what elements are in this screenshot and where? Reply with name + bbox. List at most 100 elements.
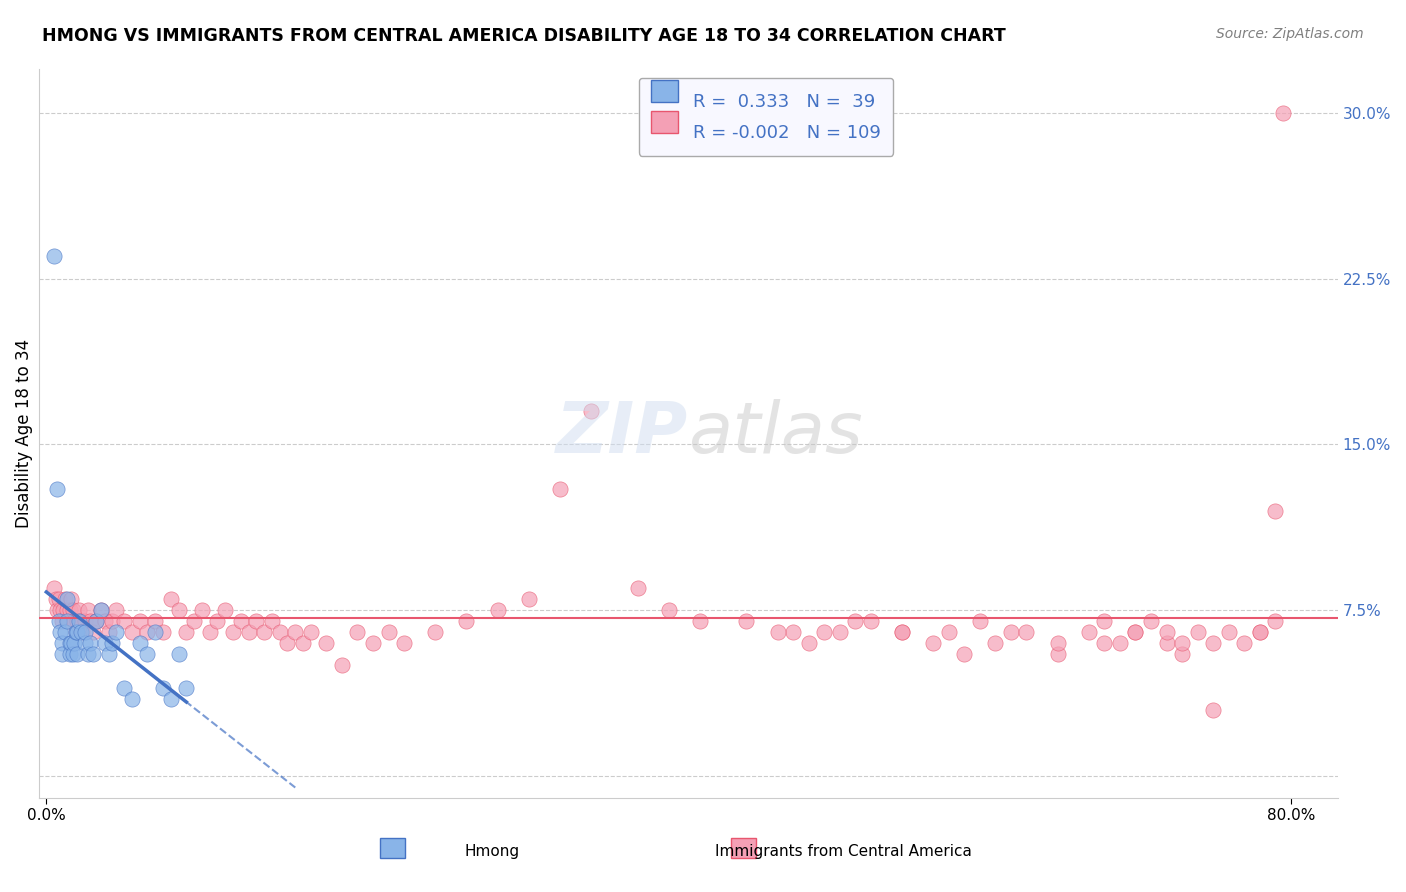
Point (75, 614, 97, 628)
Text: HMONG VS IMMIGRANTS FROM CENTRAL AMERICA DISABILITY AGE 18 TO 34 CORRELATION CHA: HMONG VS IMMIGRANTS FROM CENTRAL AMERICA… (42, 27, 1005, 45)
Point (66, 648, 89, 662)
Point (49, 625, 72, 640)
Point (51, 636, 73, 650)
Point (969, 614, 991, 628)
Point (579, 404, 602, 418)
Point (276, 636, 298, 650)
Point (82, 625, 104, 640)
Point (626, 581, 648, 595)
Point (1272, 105, 1295, 120)
Point (46, 482, 69, 496)
Point (69, 625, 91, 640)
Point (198, 625, 221, 640)
Point (1171, 636, 1194, 650)
Point (315, 636, 337, 650)
Point (207, 614, 229, 628)
Point (766, 625, 789, 640)
Point (84, 614, 107, 628)
Point (330, 658, 353, 673)
Point (42, 581, 65, 595)
Point (59, 636, 82, 650)
Point (292, 636, 315, 650)
Point (1092, 636, 1115, 650)
FancyBboxPatch shape (731, 838, 756, 858)
Point (63, 636, 86, 650)
Point (136, 625, 159, 640)
Point (112, 614, 135, 628)
Point (84, 614, 107, 628)
Point (361, 636, 384, 650)
Point (658, 603, 681, 617)
Point (191, 603, 214, 617)
Point (1202, 703, 1225, 717)
Point (46, 603, 69, 617)
Point (1156, 636, 1178, 650)
Point (100, 636, 122, 650)
Point (1015, 625, 1038, 640)
Point (346, 625, 368, 640)
Y-axis label: Disability Age 18 to 34: Disability Age 18 to 34 (15, 339, 32, 528)
Text: atlas: atlas (688, 399, 863, 467)
Point (284, 625, 307, 640)
Point (55, 592, 77, 607)
FancyBboxPatch shape (380, 838, 405, 858)
Point (65, 625, 87, 640)
Point (922, 636, 945, 650)
Point (65, 625, 87, 640)
Point (245, 614, 267, 628)
Point (67, 614, 90, 628)
Text: Hmong: Hmong (464, 845, 520, 859)
Point (90, 603, 112, 617)
Text: Source: ZipAtlas.com: Source: ZipAtlas.com (1216, 27, 1364, 41)
Point (51, 648, 73, 662)
Point (1000, 625, 1022, 640)
Point (66, 614, 89, 628)
Point (55, 603, 77, 617)
Point (67, 603, 90, 617)
Point (143, 625, 166, 640)
Point (51, 614, 73, 628)
Point (828, 625, 851, 640)
Point (938, 625, 960, 640)
Point (79, 636, 101, 650)
Point (548, 482, 571, 496)
Point (689, 614, 711, 628)
Point (859, 614, 882, 628)
Point (1233, 636, 1256, 650)
Text: Immigrants from Central America: Immigrants from Central America (716, 845, 972, 859)
Point (782, 625, 804, 640)
Point (377, 625, 399, 640)
Point (214, 603, 236, 617)
Point (1202, 636, 1225, 650)
Point (53, 625, 76, 640)
Point (97, 648, 120, 662)
Point (1171, 648, 1194, 662)
Point (105, 603, 128, 617)
Point (152, 625, 174, 640)
Point (48, 614, 70, 628)
Point (159, 592, 181, 607)
Point (159, 691, 181, 706)
Point (75, 625, 97, 640)
Point (62, 648, 84, 662)
Point (94, 614, 117, 628)
Point (735, 614, 758, 628)
Point (238, 625, 260, 640)
Point (70, 625, 93, 640)
Point (891, 625, 914, 640)
Point (48, 592, 70, 607)
Point (79, 614, 101, 628)
Point (1125, 625, 1147, 640)
Point (1108, 636, 1130, 650)
Point (260, 614, 283, 628)
Point (299, 625, 322, 640)
Point (1218, 625, 1240, 640)
Point (105, 625, 128, 640)
Point (94, 636, 117, 650)
Point (152, 681, 174, 695)
Point (1077, 625, 1099, 640)
Point (69, 614, 91, 628)
Point (56, 614, 79, 628)
Point (49, 603, 72, 617)
Point (1249, 625, 1271, 640)
